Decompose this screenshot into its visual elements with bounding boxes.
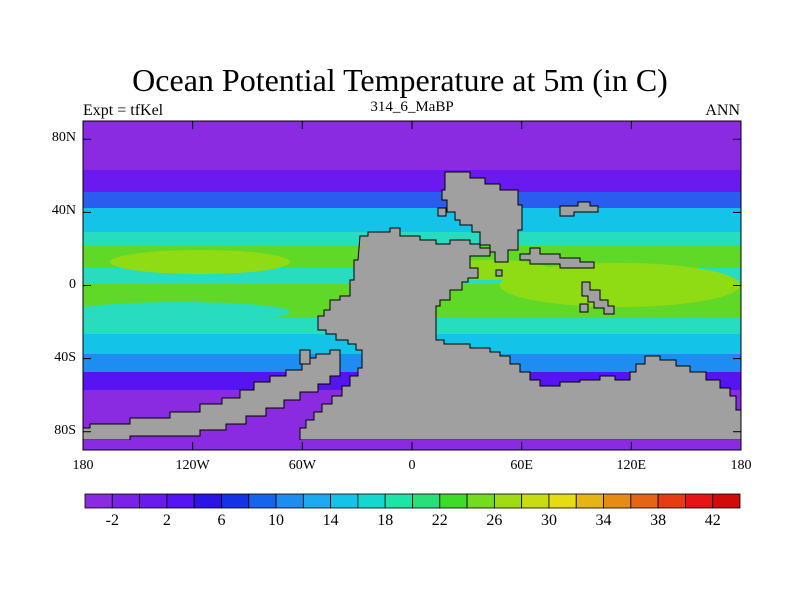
colorbar-label: 30 — [540, 512, 557, 529]
lat-label: 80N — [51, 130, 76, 146]
colorbar-swatch — [193, 493, 222, 509]
colorbar-swatch — [439, 493, 468, 509]
land-main-continent — [299, 227, 741, 441]
lat-label: 40N — [51, 203, 76, 219]
land-southern-spit — [83, 349, 341, 441]
colorbar-swatch — [357, 493, 386, 509]
colorbar-swatch — [275, 493, 304, 509]
lon-label: 60E — [510, 458, 533, 473]
cool-tongue — [83, 302, 290, 322]
colorbar-swatch — [548, 493, 577, 509]
lon-label: 120W — [175, 458, 210, 473]
land-inlet — [519, 247, 595, 269]
warm-pool-west — [110, 250, 290, 274]
colorbar-swatch — [221, 493, 250, 509]
colorbar-swatch — [139, 493, 168, 509]
temperature-field — [83, 121, 741, 450]
experiment-label: Expt = tfKel — [83, 102, 164, 119]
colorbar-swatch — [521, 493, 550, 509]
colorbar-swatch — [302, 493, 332, 509]
colorbar-label: -2 — [105, 512, 119, 529]
lat-label: 80S — [54, 422, 76, 438]
colorbar-swatch — [412, 493, 441, 509]
land-island-small2 — [437, 207, 447, 217]
colorbar-swatch — [330, 493, 359, 509]
colorbar-label: 34 — [595, 512, 612, 529]
colorbar-swatch — [111, 493, 140, 509]
land-island-small — [579, 303, 589, 313]
colorbar-label: 26 — [486, 512, 503, 529]
colorbar-swatch — [575, 493, 604, 509]
colorbar-label: 38 — [650, 512, 667, 529]
colorbar-label: 2 — [162, 512, 171, 529]
colorbar-swatch — [630, 493, 659, 509]
map-title: Ocean Potential Temperature at 5m (in C) — [132, 62, 668, 98]
colorbar-swatch — [712, 493, 741, 509]
land-masses — [83, 171, 741, 441]
colorbar-swatch — [466, 493, 495, 509]
colorbar-swatch — [84, 493, 113, 509]
lat-label: 40S — [54, 349, 76, 365]
colorbar — [84, 493, 741, 509]
land-peninsula-east — [581, 281, 615, 315]
colorbar-swatch — [248, 493, 277, 509]
period-label: 314_6_MaBP — [370, 99, 454, 115]
colorbar-swatch — [657, 493, 686, 509]
colorbar-label: 14 — [322, 512, 339, 529]
colorbar-label: 42 — [704, 512, 721, 529]
colorbar-label: 10 — [268, 512, 285, 529]
warm-pool-east — [500, 263, 740, 307]
tick-marks — [82, 121, 742, 450]
land-islet — [495, 269, 503, 277]
colorbar-swatch — [685, 493, 714, 509]
colorbar-label: 22 — [431, 512, 448, 529]
colorbar-label: 6 — [217, 512, 226, 529]
lat-label: 0 — [69, 276, 76, 292]
colorbar-swatch — [384, 493, 413, 509]
colorbar-swatch — [493, 493, 523, 509]
colorbar-swatch — [166, 493, 195, 509]
land-west-tip — [299, 349, 311, 365]
season-label: ANN — [705, 102, 740, 119]
colorbar-swatch — [603, 493, 632, 509]
lon-label: 180 — [72, 458, 94, 473]
land-pangaea — [441, 171, 523, 263]
lon-label: 180 — [730, 458, 752, 473]
colorbar-label: 18 — [377, 512, 394, 529]
land-eastern-isle — [559, 201, 599, 217]
lon-label: 120E — [616, 458, 647, 473]
lon-label: 60W — [288, 458, 316, 473]
lon-label: 0 — [408, 458, 416, 473]
